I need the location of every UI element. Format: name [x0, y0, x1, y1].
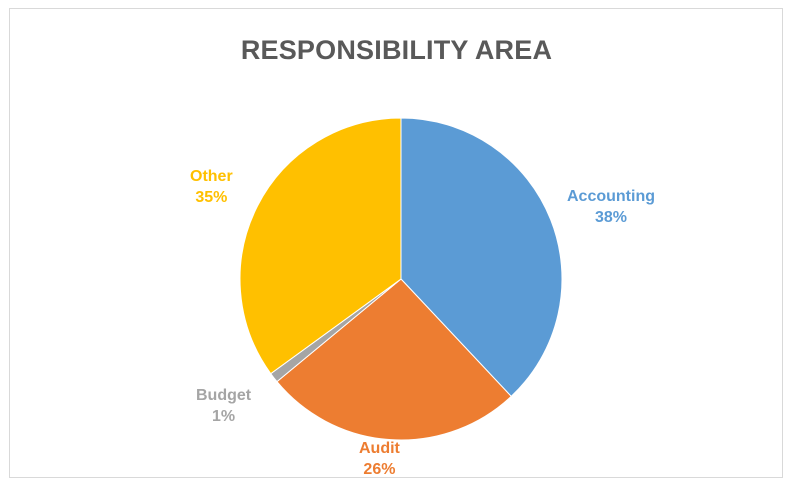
chart-title: RESPONSIBILITY AREA	[240, 35, 553, 65]
label-audit-value: 26%	[363, 461, 396, 478]
label-accounting-value: 38%	[594, 209, 628, 226]
label-budget-name: Budget	[196, 387, 252, 404]
pie-slice-accounting	[400, 117, 563, 398]
label-other-value: 35%	[195, 189, 228, 206]
label-accounting: Accounting 38%	[567, 186, 655, 228]
label-other-name: Other	[190, 168, 233, 185]
label-audit: Audit 26%	[359, 438, 400, 480]
label-audit-name: Audit	[359, 440, 400, 457]
pie-slice-other	[239, 117, 402, 375]
label-budget: Budget 1%	[196, 385, 251, 427]
pie-slice-audit	[276, 278, 512, 441]
label-budget-value: 1%	[211, 408, 236, 425]
label-accounting-name: Accounting	[567, 188, 655, 205]
label-other: Other 35%	[190, 166, 233, 208]
